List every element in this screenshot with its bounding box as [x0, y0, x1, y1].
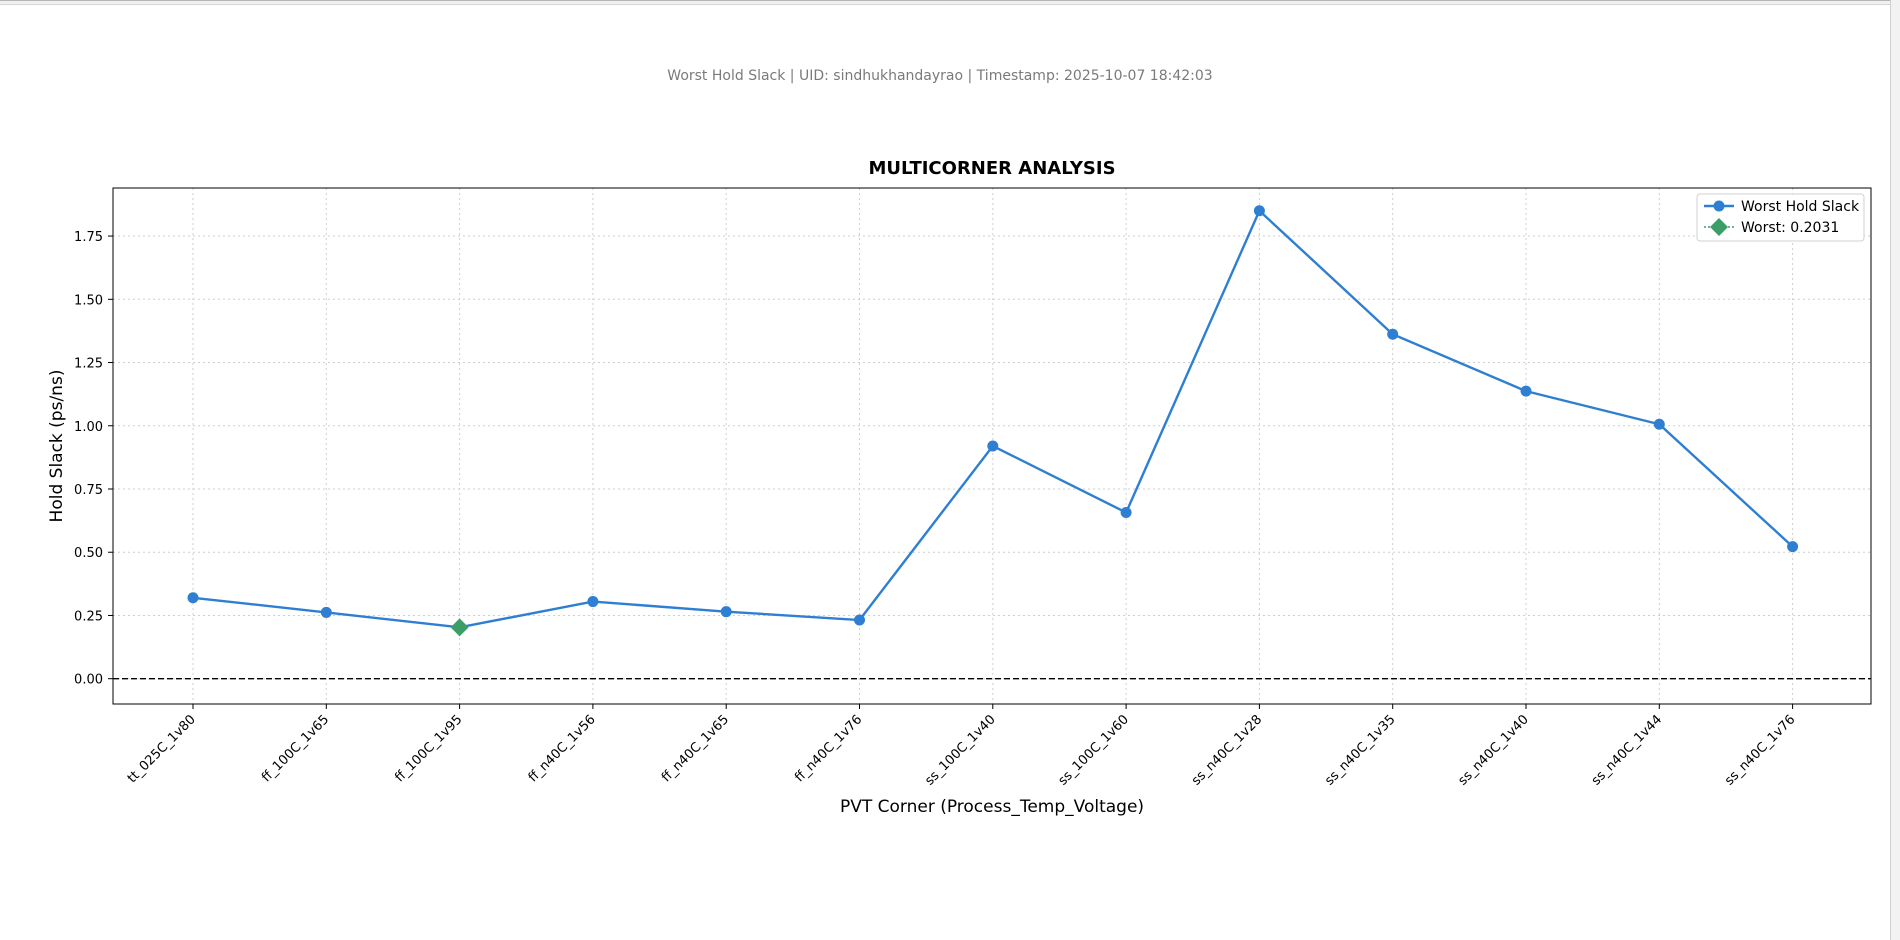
plot-frame	[112, 187, 1872, 705]
y-tick-label: 1.50	[74, 293, 103, 308]
worst-point-marker	[450, 618, 469, 637]
y-tick-label: 0.50	[74, 546, 103, 561]
x-tick-label: ff_n40C_1v56	[526, 712, 599, 785]
y-axis-ticks: 0.00 0.25 0.50 0.75 1.00 1.25 1.50 1.75	[74, 230, 113, 688]
data-point	[1653, 418, 1665, 430]
data-point	[854, 614, 865, 626]
x-tick-label: ss_n40C_1v28	[1189, 712, 1265, 788]
y-tick-label: 0.00	[74, 673, 103, 688]
x-tick-label: ss_n40C_1v44	[1589, 712, 1665, 788]
y-tick-label: 1.00	[74, 420, 103, 435]
x-tick-label: ss_100C_1v40	[922, 712, 998, 788]
legend: Worst Hold Slack Worst: 0.2031	[1696, 193, 1865, 242]
legend-marker	[1713, 200, 1725, 212]
legend-box	[1696, 193, 1865, 242]
x-tick-label: tt_025C_1v80	[125, 712, 199, 786]
legend-label-worst: Worst: 0.2031	[1741, 220, 1839, 236]
data-point	[1120, 507, 1132, 519]
x-axis-label: PVT Corner (Process_Temp_Voltage)	[840, 797, 1144, 817]
x-tick-label: ss_100C_1v60	[1056, 712, 1132, 788]
data-point	[320, 606, 332, 618]
series-worst-hold-slack	[187, 205, 1799, 637]
data-point	[1787, 541, 1799, 553]
x-tick-label: ff_100C_1v95	[392, 712, 465, 785]
x-tick-label: ss_n40C_1v35	[1322, 712, 1398, 788]
vertical-scrollbar[interactable]	[1890, 0, 1900, 940]
legend-diamond-marker	[1710, 218, 1728, 236]
legend-label-series: Worst Hold Slack	[1741, 199, 1860, 215]
x-tick-label: ff_n40C_1v65	[659, 712, 732, 785]
window-top-border	[0, 0, 1898, 5]
data-point	[1387, 328, 1399, 340]
chart-title: MULTICORNER ANALYSIS	[868, 158, 1115, 179]
data-point	[987, 440, 999, 452]
data-point	[587, 596, 599, 608]
y-tick-label: 1.25	[74, 357, 103, 372]
x-tick-label: ff_n40C_1v76	[792, 712, 865, 785]
x-tick-label: ss_n40C_1v40	[1456, 712, 1532, 788]
y-tick-label: 1.75	[74, 230, 103, 245]
data-point	[720, 606, 732, 618]
data-point	[1253, 205, 1265, 217]
y-tick-label: 0.25	[74, 609, 103, 624]
x-tick-label: ss_n40C_1v76	[1722, 712, 1798, 788]
data-point	[1520, 385, 1532, 397]
y-axis-label: Hold Slack (ps/ns)	[47, 370, 67, 523]
page-subtitle: Worst Hold Slack | UID: sindhukhandayrao…	[667, 68, 1213, 84]
x-tick-label: ff_100C_1v65	[259, 712, 332, 785]
grid-lines	[113, 188, 1871, 704]
x-axis-ticks: tt_025C_1v80 ff_100C_1v65 ff_100C_1v95 ff_n…	[125, 704, 1798, 789]
data-point	[187, 592, 199, 604]
y-tick-label: 0.75	[74, 483, 103, 498]
